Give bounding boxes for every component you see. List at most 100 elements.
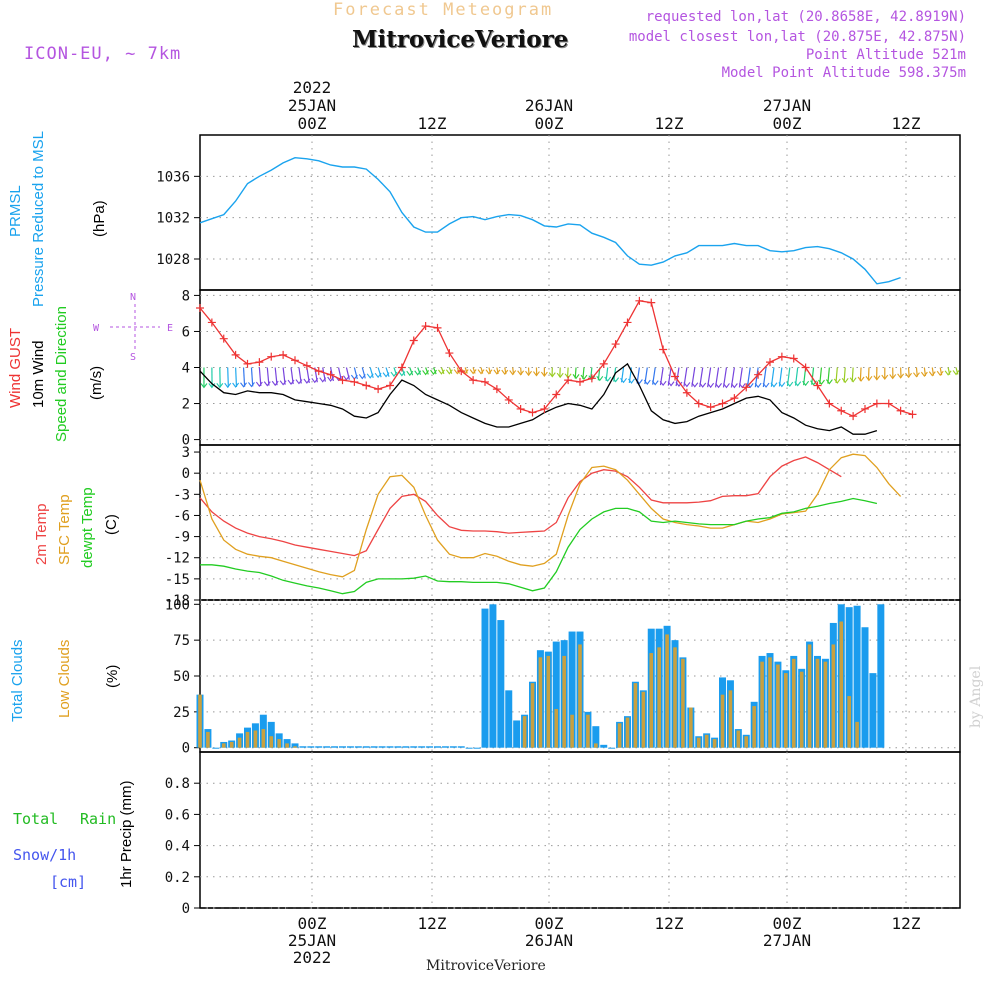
wind-barb-head [358,374,366,380]
total-cloud-bar [378,746,386,748]
total-cloud-bar [497,620,505,748]
wind-barb-head [255,381,263,387]
wind-barb-head [651,380,659,386]
low-cloud-bar [522,716,527,748]
total-cloud-bar [339,746,346,748]
low-cloud-bar [253,730,258,748]
forecast-title: Forecast Meteogram [333,0,554,20]
bottom-time-label: 00Z [535,914,564,933]
total-cloud-bar [568,631,576,748]
gust-marker [706,403,715,412]
low-cloud-bar [649,653,654,748]
wind-barb [417,367,422,375]
bottom-time-label: 25JAN [288,931,336,950]
gust-marker [611,340,620,349]
point-altitude: Point Altitude 521m [805,47,966,63]
gust-marker [350,377,359,386]
model-name: ICON-EU, ~ 7km [24,44,182,64]
low-cloud-bar [736,730,741,748]
total-cloud-bar [457,746,465,748]
low-cloud-bar [594,743,598,748]
wind-barb-head [928,371,936,377]
wind-barb-head [881,374,889,380]
gust-marker [196,304,204,313]
bottom-time-label: 00Z [298,914,327,933]
low-cloud-bar [277,739,281,748]
wind-barb [353,367,358,380]
gust-marker [207,318,216,327]
total-cloud-bar [362,746,370,748]
total-cloud-bar [426,746,434,748]
total-cloud-bar [354,746,362,748]
gust-marker [742,383,751,392]
wind-barb-head [897,373,905,379]
y-tick-label: 8 [182,288,190,304]
bottom-time-label: 12Z [892,914,921,933]
station-title: MitroviceVeriore [352,26,569,53]
low-cloud-bar [728,690,733,748]
rain-total-label: Total [13,810,59,828]
total-cloud-bar [307,746,315,748]
total-cloud-bar [608,747,616,749]
low-cloud-bar [823,661,828,748]
gust-marker [326,370,335,379]
gust-marker [872,399,881,408]
wind-barb-head [762,382,770,388]
wind-barb [250,367,254,387]
wind-barb [361,367,366,379]
wind-barb-head [691,382,699,388]
low-cloud-bar [847,696,851,748]
gust-marker [789,354,798,363]
total-cloud-bar [212,747,220,749]
y-tick-label: -3 [173,487,190,503]
y-tick-label: 1028 [156,252,190,268]
wind-barb [859,367,862,382]
total-cloud-bar [473,747,481,749]
total-cloud-bar [861,627,869,748]
y-tick-label: 25 [173,705,190,721]
wind-barb [385,367,390,377]
footer-station: MitroviceVeriore [426,958,546,974]
total-cloud-bar [370,746,378,748]
gust-line [199,300,913,417]
low-cloud-bar [625,717,630,748]
gust-marker [896,406,905,415]
wind-barb-head [786,381,794,387]
gust-marker [564,376,573,385]
low-cloud-bar [831,644,836,748]
wind-barb-head [430,369,437,376]
low-cloud-bar [617,723,622,748]
low-cloud-bar [578,644,582,748]
top-time-label: 27JAN [763,96,811,115]
total-cloud-bar [346,746,354,748]
y-tick-label: 50 [173,669,190,685]
wind-barb [266,367,270,386]
low-cloud-bar [221,743,226,748]
wind-barb-head [382,372,390,378]
total-cloud-bar [410,746,418,748]
gust-marker [374,385,383,394]
wind-barb [425,367,429,375]
low-cloud-bar [768,657,772,748]
dewpt-line [200,497,878,595]
gust-marker [671,372,679,381]
y-tick-label: 0 [182,741,190,757]
wind-barb-head [224,382,232,389]
panel-frame [199,751,961,909]
pressure-line [199,156,901,285]
low-cloud-bar [839,621,844,748]
top-time-label: 00Z [298,114,327,133]
wind-barb [345,367,350,380]
y-tick-label: -12 [165,551,190,567]
total-cloud-bar [877,604,885,748]
wind-barb-head [889,374,897,380]
total-cloud-bar [315,746,323,748]
low-cloud-bar [752,706,756,748]
total-cloud-bar [449,746,457,748]
wind-barb [843,367,846,383]
wind-barb-head [287,379,295,386]
wind-barb [409,367,414,376]
gust-marker [445,349,454,358]
wind-barb-head [327,376,335,382]
low-cloud-bar [784,673,788,748]
